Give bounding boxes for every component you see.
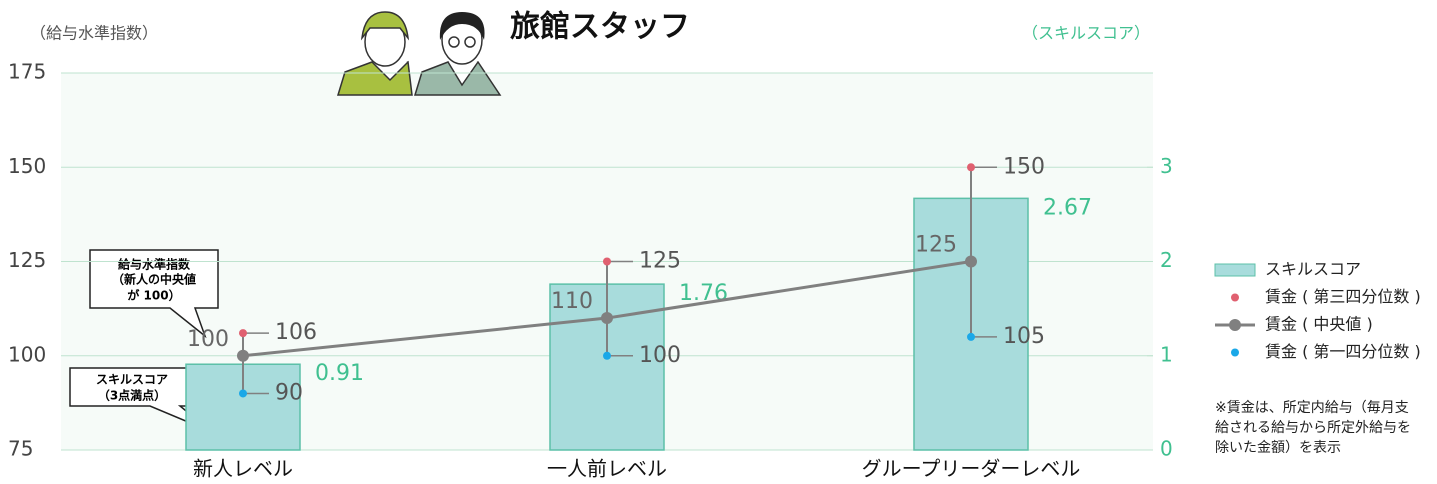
- chart-title: 旅館スタッフ: [510, 10, 690, 45]
- legend-label: 賃金 ( 中央値 ): [1265, 315, 1373, 334]
- point-label: 106: [275, 320, 317, 345]
- callout-text: （新人の中央値: [112, 272, 196, 287]
- median-point: [965, 256, 977, 268]
- y2-tick-label: 2: [1160, 248, 1173, 272]
- legend-label: 賃金 ( 第一四分位数 ): [1265, 342, 1421, 361]
- legend-swatch: [1231, 294, 1239, 302]
- median-label: 110: [551, 289, 593, 314]
- bar-value-label: 0.91: [315, 361, 364, 386]
- y-tick-label: 125: [8, 248, 46, 272]
- callout-text: スキルスコア: [96, 373, 168, 387]
- y-tick-label: 150: [8, 154, 46, 178]
- bar-value-label: 2.67: [1043, 195, 1092, 220]
- point-label: 105: [1003, 324, 1045, 349]
- point: [603, 352, 611, 360]
- x-tick-label: 一人前レベル: [547, 457, 667, 481]
- point-label: 125: [639, 249, 681, 274]
- point: [967, 163, 975, 171]
- legend-swatch: [1215, 264, 1255, 276]
- point: [967, 333, 975, 341]
- legend-swatch: [1231, 349, 1239, 357]
- note: 除いた金額）を表示: [1215, 440, 1341, 456]
- point-label: 90: [275, 380, 303, 405]
- y2-tick-label: 3: [1160, 154, 1173, 178]
- x-tick-label: 新人レベル: [193, 457, 293, 481]
- y-tick-label: 175: [8, 60, 46, 84]
- median-point: [237, 350, 249, 362]
- legend-label: スキルスコア: [1265, 260, 1361, 279]
- staff-icons: [338, 12, 500, 95]
- y-tick-label: 75: [8, 437, 33, 461]
- median-point: [601, 312, 613, 324]
- callout-text: （3点満点）: [98, 388, 166, 403]
- note: 給される給与から所定外給与を: [1215, 420, 1411, 436]
- point: [603, 258, 611, 266]
- callout-text: 給与水準指数: [118, 257, 191, 272]
- chart: 旅館スタッフ （給与水準指数） （スキルスコア） 給与水準指数 （新人の中央値 …: [0, 0, 1437, 484]
- y-tick-label: 100: [8, 342, 46, 366]
- point-label: 100: [639, 343, 681, 368]
- legend-label: 賃金 ( 第三四分位数 ): [1265, 287, 1421, 306]
- y-axis-title: （給与水準指数）: [30, 24, 158, 43]
- legend-swatch: [1229, 319, 1241, 331]
- point: [239, 389, 247, 397]
- y2-axis-title: （スキルスコア）: [1022, 24, 1150, 43]
- y2-tick-label: 1: [1160, 342, 1173, 366]
- y2-tick-label: 0: [1160, 437, 1173, 461]
- x-tick-label: グループリーダーレベル: [862, 457, 1081, 481]
- median-label: 100: [187, 327, 229, 352]
- callout-text: が 100）: [127, 288, 180, 303]
- point-label: 150: [1003, 154, 1045, 179]
- median-label: 125: [915, 233, 957, 258]
- point: [239, 329, 247, 337]
- note: ※賃金は、所定内給与（毎月支: [1215, 400, 1409, 416]
